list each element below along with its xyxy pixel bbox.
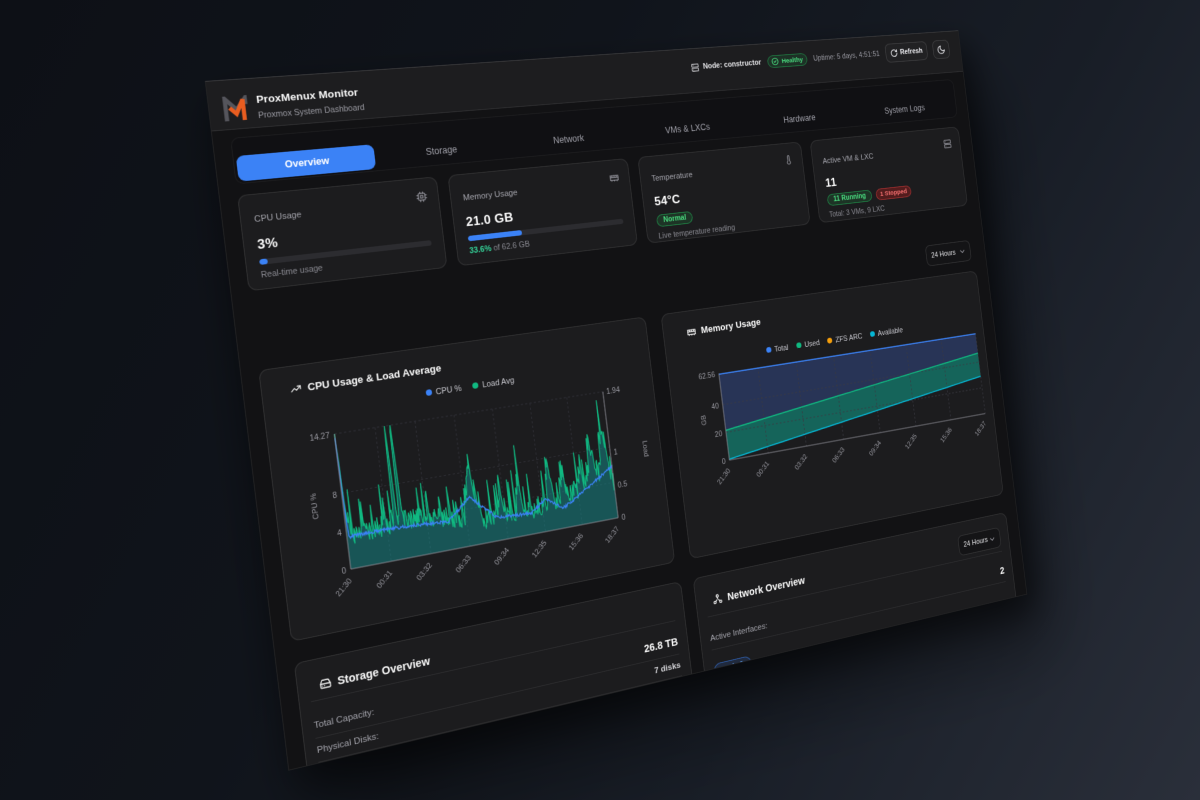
svg-text:0: 0 — [721, 457, 726, 466]
svg-text:1: 1 — [613, 447, 618, 456]
svg-text:GB: GB — [699, 414, 708, 426]
svg-text:40: 40 — [711, 401, 720, 411]
svg-text:15:36: 15:36 — [567, 531, 585, 552]
svg-text:0: 0 — [341, 566, 347, 576]
svg-text:8: 8 — [332, 490, 338, 500]
svg-text:21:30: 21:30 — [333, 576, 354, 598]
svg-text:62.56: 62.56 — [698, 370, 716, 381]
svg-text:09:34: 09:34 — [867, 439, 882, 458]
svg-text:03:32: 03:32 — [414, 561, 434, 583]
svg-text:4: 4 — [337, 528, 343, 538]
svg-text:Load: Load — [641, 440, 651, 458]
svg-text:00:31: 00:31 — [755, 459, 771, 478]
svg-text:12:35: 12:35 — [903, 432, 918, 451]
svg-text:06:33: 06:33 — [830, 445, 846, 464]
svg-text:0.5: 0.5 — [617, 479, 628, 489]
svg-text:09:34: 09:34 — [492, 546, 511, 567]
svg-text:18:37: 18:37 — [603, 524, 621, 544]
svg-text:14.27: 14.27 — [309, 430, 330, 443]
svg-text:21:30: 21:30 — [715, 466, 732, 486]
svg-text:12:35: 12:35 — [530, 538, 549, 559]
svg-text:03:32: 03:32 — [793, 452, 809, 471]
svg-text:CPU %: CPU % — [308, 492, 321, 520]
svg-text:1.94: 1.94 — [606, 385, 621, 396]
svg-text:15:36: 15:36 — [939, 426, 954, 444]
svg-text:20: 20 — [714, 429, 723, 439]
svg-text:00:31: 00:31 — [374, 568, 394, 590]
svg-text:0: 0 — [621, 512, 626, 521]
svg-text:06:33: 06:33 — [454, 553, 473, 574]
svg-text:18:37: 18:37 — [973, 419, 987, 437]
